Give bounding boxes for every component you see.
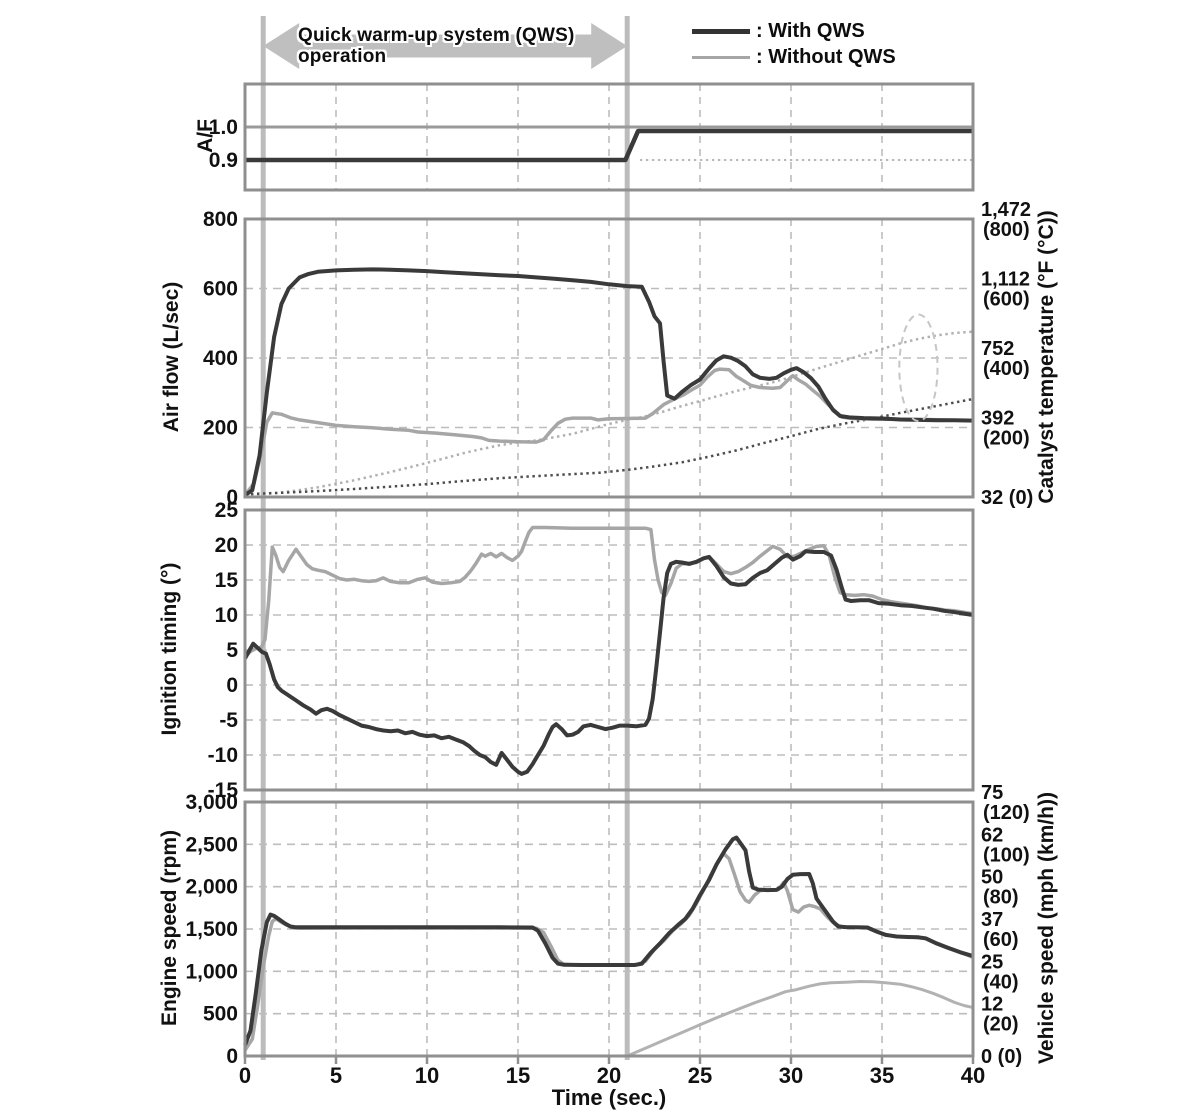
panel-engine: 3,000 2,500 2,000 1,500 1,000 500 0 75(120)62(1… xyxy=(185,782,1029,1068)
airflow-right-tick-label: (600) xyxy=(983,289,1030,311)
legend-label-without-qws: : Without QWS xyxy=(756,45,896,68)
airflow-right-tick-label: 32 (0) xyxy=(981,487,1033,509)
series-airflow-without-qws xyxy=(243,367,974,497)
x-tick-label: 0 xyxy=(239,1063,251,1088)
ignition-ytick-label: 15 xyxy=(215,569,239,592)
series-ignition-without-qws xyxy=(243,525,974,659)
engine-right-tick-label: (120) xyxy=(983,802,1030,824)
x-tick-label: 35 xyxy=(870,1063,894,1088)
ignition-ytick-label: 10 xyxy=(215,604,238,627)
ignition-ytick-label: 25 xyxy=(215,499,239,522)
ignition-ytick-label: 0 xyxy=(226,674,238,697)
qws-arrow-label-line1: Quick warm-up system (QWS) xyxy=(298,25,575,46)
engine-ytick-label: 2,500 xyxy=(185,833,238,856)
legend: : With QWS : Without QWS xyxy=(692,18,896,70)
engine-axis-title: Engine speed (rpm) xyxy=(158,829,181,1027)
engine-ytick-label: 2,000 xyxy=(185,876,238,899)
x-tick-label: 25 xyxy=(688,1063,712,1088)
engine-right-tick-label: 62 xyxy=(981,824,1003,846)
airflow-right-tick-label: 1,472 xyxy=(981,199,1031,221)
engine-ytick-label: 500 xyxy=(203,1003,238,1026)
engine-ytick-label: 3,000 xyxy=(185,791,238,814)
vehicle-axis-title: Vehicle speed (mph (km/h)) xyxy=(1035,792,1058,1064)
airflow-axis-title: Air flow (L/sec) xyxy=(160,281,183,433)
x-tick-label: 40 xyxy=(961,1063,985,1088)
airflow-right-tick-label: (800) xyxy=(983,219,1030,241)
legend-label-with-qws: : With QWS xyxy=(756,19,865,42)
ignition-ytick-label: 20 xyxy=(215,534,238,557)
qws-arrow-label-line2: operation xyxy=(298,46,387,67)
panel-border-airflow xyxy=(243,217,975,499)
series-catalyst-temp-dark-dotted xyxy=(244,397,974,496)
airflow-ytick-label: 200 xyxy=(203,417,238,440)
engine-ytick-label: 1,000 xyxy=(185,960,238,983)
af-ytick-label: 1.0 xyxy=(209,116,238,139)
panel-ignition: 25 20 15 10 5 0 -5 -10 -15 xyxy=(208,499,975,802)
panel-af: 1.00.9 xyxy=(209,82,975,192)
panel-border-af xyxy=(243,82,975,192)
engine-right-tick-label: (60) xyxy=(983,929,1019,951)
ignition-ytick-label: -10 xyxy=(208,744,238,767)
engine-right-tick-label: (100) xyxy=(983,844,1030,866)
airflow-ytick-label: 800 xyxy=(203,208,238,231)
with-qws-line-swatch-icon xyxy=(692,28,750,34)
ignition-ytick-label: -5 xyxy=(219,709,238,732)
airflow-right-tick-label: 752 xyxy=(981,338,1014,360)
x-tick-label: 20 xyxy=(597,1063,621,1088)
engine-right-tick-label: (20) xyxy=(983,1014,1019,1036)
legend-item-without-qws: : Without QWS xyxy=(692,44,896,70)
airflow-right-tick-label: (200) xyxy=(983,428,1030,450)
airflow-right-tick-label: 1,112 xyxy=(981,269,1030,291)
x-tick-label: 30 xyxy=(779,1063,803,1088)
engine-ytick-label: 0 xyxy=(226,1045,238,1068)
qws-event-lines xyxy=(260,16,630,1060)
engine-right-tick-label: 37 xyxy=(981,909,1003,931)
catalyst-highlight-ellipse xyxy=(898,313,939,422)
panel-airflow: 800 600 400 200 0 1,472(800) 1,112(600) 752(400… xyxy=(203,199,1033,509)
engine-right-tick-label: 12 xyxy=(981,994,1003,1016)
panel-border-ignition xyxy=(243,508,975,792)
ignition-ytick-label: -15 xyxy=(208,779,239,802)
series-af-with-qws xyxy=(245,128,973,163)
qws-span-arrow-icon xyxy=(263,23,628,69)
engine-right-tick-label: 50 xyxy=(981,867,1003,889)
series-ignition-with-qws xyxy=(243,549,974,776)
engine-ytick-label: 1,500 xyxy=(185,918,238,941)
legend-item-with-qws: : With QWS xyxy=(692,18,896,44)
airflow-ytick-label: 600 xyxy=(203,278,238,301)
x-axis: 0 5 10 15 20 25 30 35 40 Time (sec.) xyxy=(239,1056,985,1110)
x-tick-label: 15 xyxy=(506,1063,530,1088)
x-tick-label: 5 xyxy=(330,1063,342,1088)
ignition-ytick-label: 5 xyxy=(226,639,238,662)
airflow-right-tick-label: 392 xyxy=(981,408,1014,430)
x-tick-label: 10 xyxy=(415,1063,439,1088)
qws-arrow-label: Quick warm-up system (QWS) operation xyxy=(298,25,575,67)
catalyst-axis-title: Catalyst temperature (°F (°C)) xyxy=(1035,210,1058,504)
af-axis-title: A/F xyxy=(194,119,217,153)
af-ytick-label: 0.9 xyxy=(209,149,238,172)
engine-right-tick-label: (80) xyxy=(983,887,1019,909)
series-airflow-with-qws xyxy=(243,267,974,497)
airflow-ytick-label: 400 xyxy=(203,347,238,370)
engine-right-tick-label: 0 (0) xyxy=(981,1046,1022,1068)
airflow-ytick-label: 0 xyxy=(226,486,238,509)
without-qws-line-swatch-icon xyxy=(692,55,750,59)
series-vehicle-speed xyxy=(626,980,974,1058)
engine-right-tick-label: 75 xyxy=(981,782,1003,804)
airflow-right-tick-label: (400) xyxy=(983,358,1030,380)
engine-right-tick-label: (40) xyxy=(983,971,1019,993)
engine-right-tick-label: 25 xyxy=(981,951,1003,973)
ignition-axis-title: Ignition timing (°) xyxy=(158,562,181,736)
x-axis-title: Time (sec.) xyxy=(552,1085,667,1110)
series-engine-speed-with-qws xyxy=(243,835,974,1046)
